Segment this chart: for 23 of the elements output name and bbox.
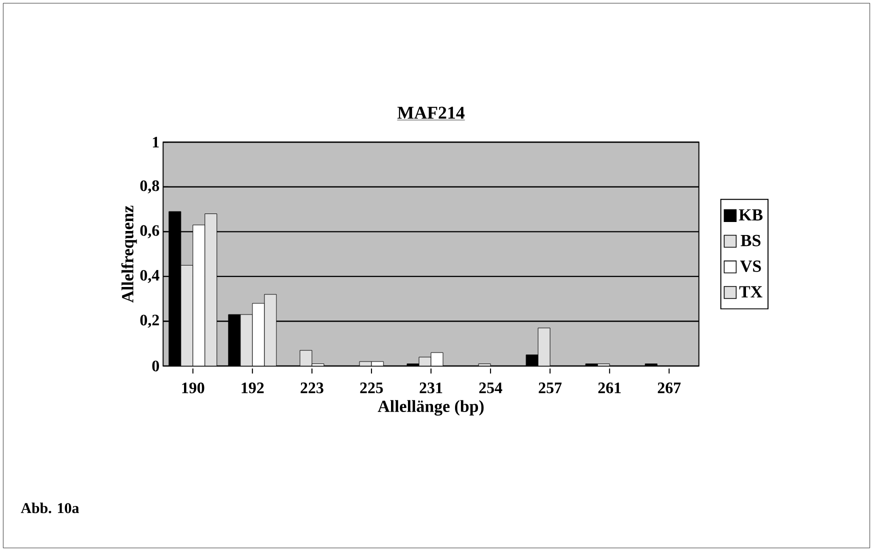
x-tick-label: 231 <box>420 382 442 394</box>
y-tick-label: 0,4 <box>140 270 160 283</box>
x-axis-title: Allellänge (bp) <box>378 400 484 416</box>
x-tick-label: 225 <box>360 382 383 394</box>
y-tick-label: 0,2 <box>140 314 159 328</box>
legend-label: KB <box>738 209 763 220</box>
chart-title: MAF214 <box>397 106 465 119</box>
x-tick-label: 190 <box>182 382 204 394</box>
y-tick-label: 0,6 <box>140 225 160 238</box>
x-tick-label: 261 <box>598 382 621 394</box>
legend-label: VS <box>740 260 761 272</box>
x-tick-label: 223 <box>300 382 324 394</box>
x-tick-label: 254 <box>479 382 502 394</box>
legend-label: BS <box>740 234 760 246</box>
x-tick-label: 257 <box>538 382 562 394</box>
y-tick-label: 1 <box>152 136 159 148</box>
caption: Abb. 10a <box>20 502 79 514</box>
x-tick-label: 267 <box>658 382 681 394</box>
legend-label: TX <box>739 286 762 298</box>
y-tick-label: 0,8 <box>140 180 160 194</box>
y-axis-title: Allelfrequenz <box>121 206 137 303</box>
y-tick-label: 0 <box>152 360 159 372</box>
x-tick-label: 192 <box>242 382 264 394</box>
